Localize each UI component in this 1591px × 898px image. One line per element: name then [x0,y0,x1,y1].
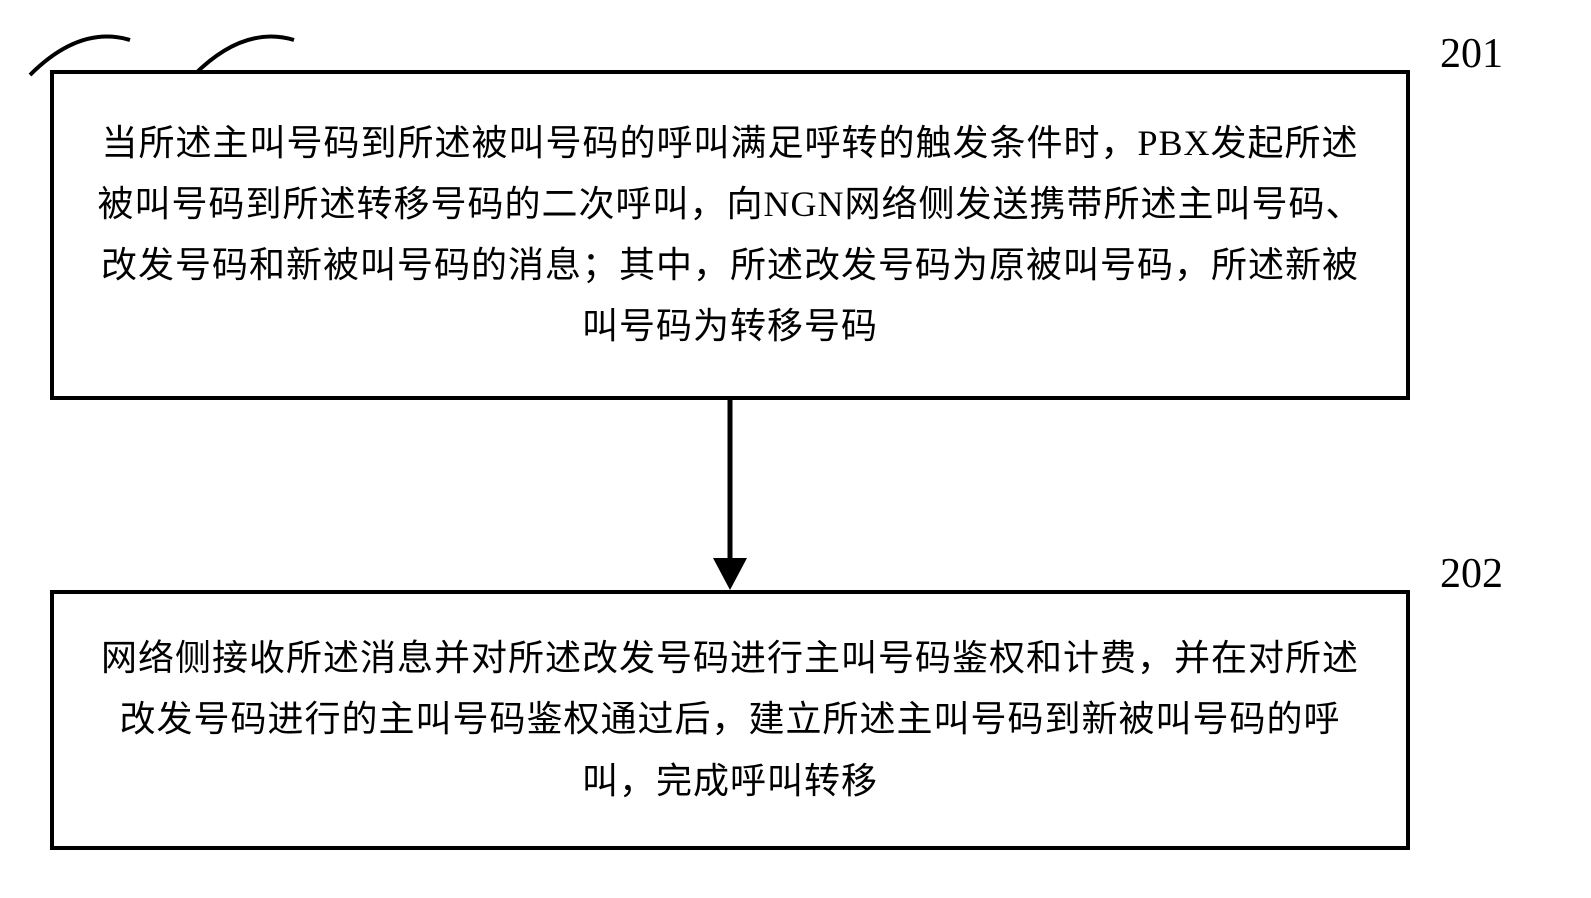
flow-node-202-text: 网络侧接收所述消息并对所述改发号码进行主叫号码鉴权和计费，并在对所述改发号码进行… [94,628,1366,812]
flowchart-container: 当所述主叫号码到所述被叫号码的呼叫满足呼转的触发条件时，PBX发起所述被叫号码到… [20,20,1571,878]
flow-arrow [705,400,755,590]
node-label-201: 201 [1440,30,1503,78]
flow-node-202: 网络侧接收所述消息并对所述改发号码进行主叫号码鉴权和计费，并在对所述改发号码进行… [50,590,1410,850]
flow-node-201: 当所述主叫号码到所述被叫号码的呼叫满足呼转的触发条件时，PBX发起所述被叫号码到… [50,70,1410,400]
node-label-202: 202 [1440,550,1503,598]
flow-node-201-text: 当所述主叫号码到所述被叫号码的呼叫满足呼转的触发条件时，PBX发起所述被叫号码到… [94,113,1366,358]
